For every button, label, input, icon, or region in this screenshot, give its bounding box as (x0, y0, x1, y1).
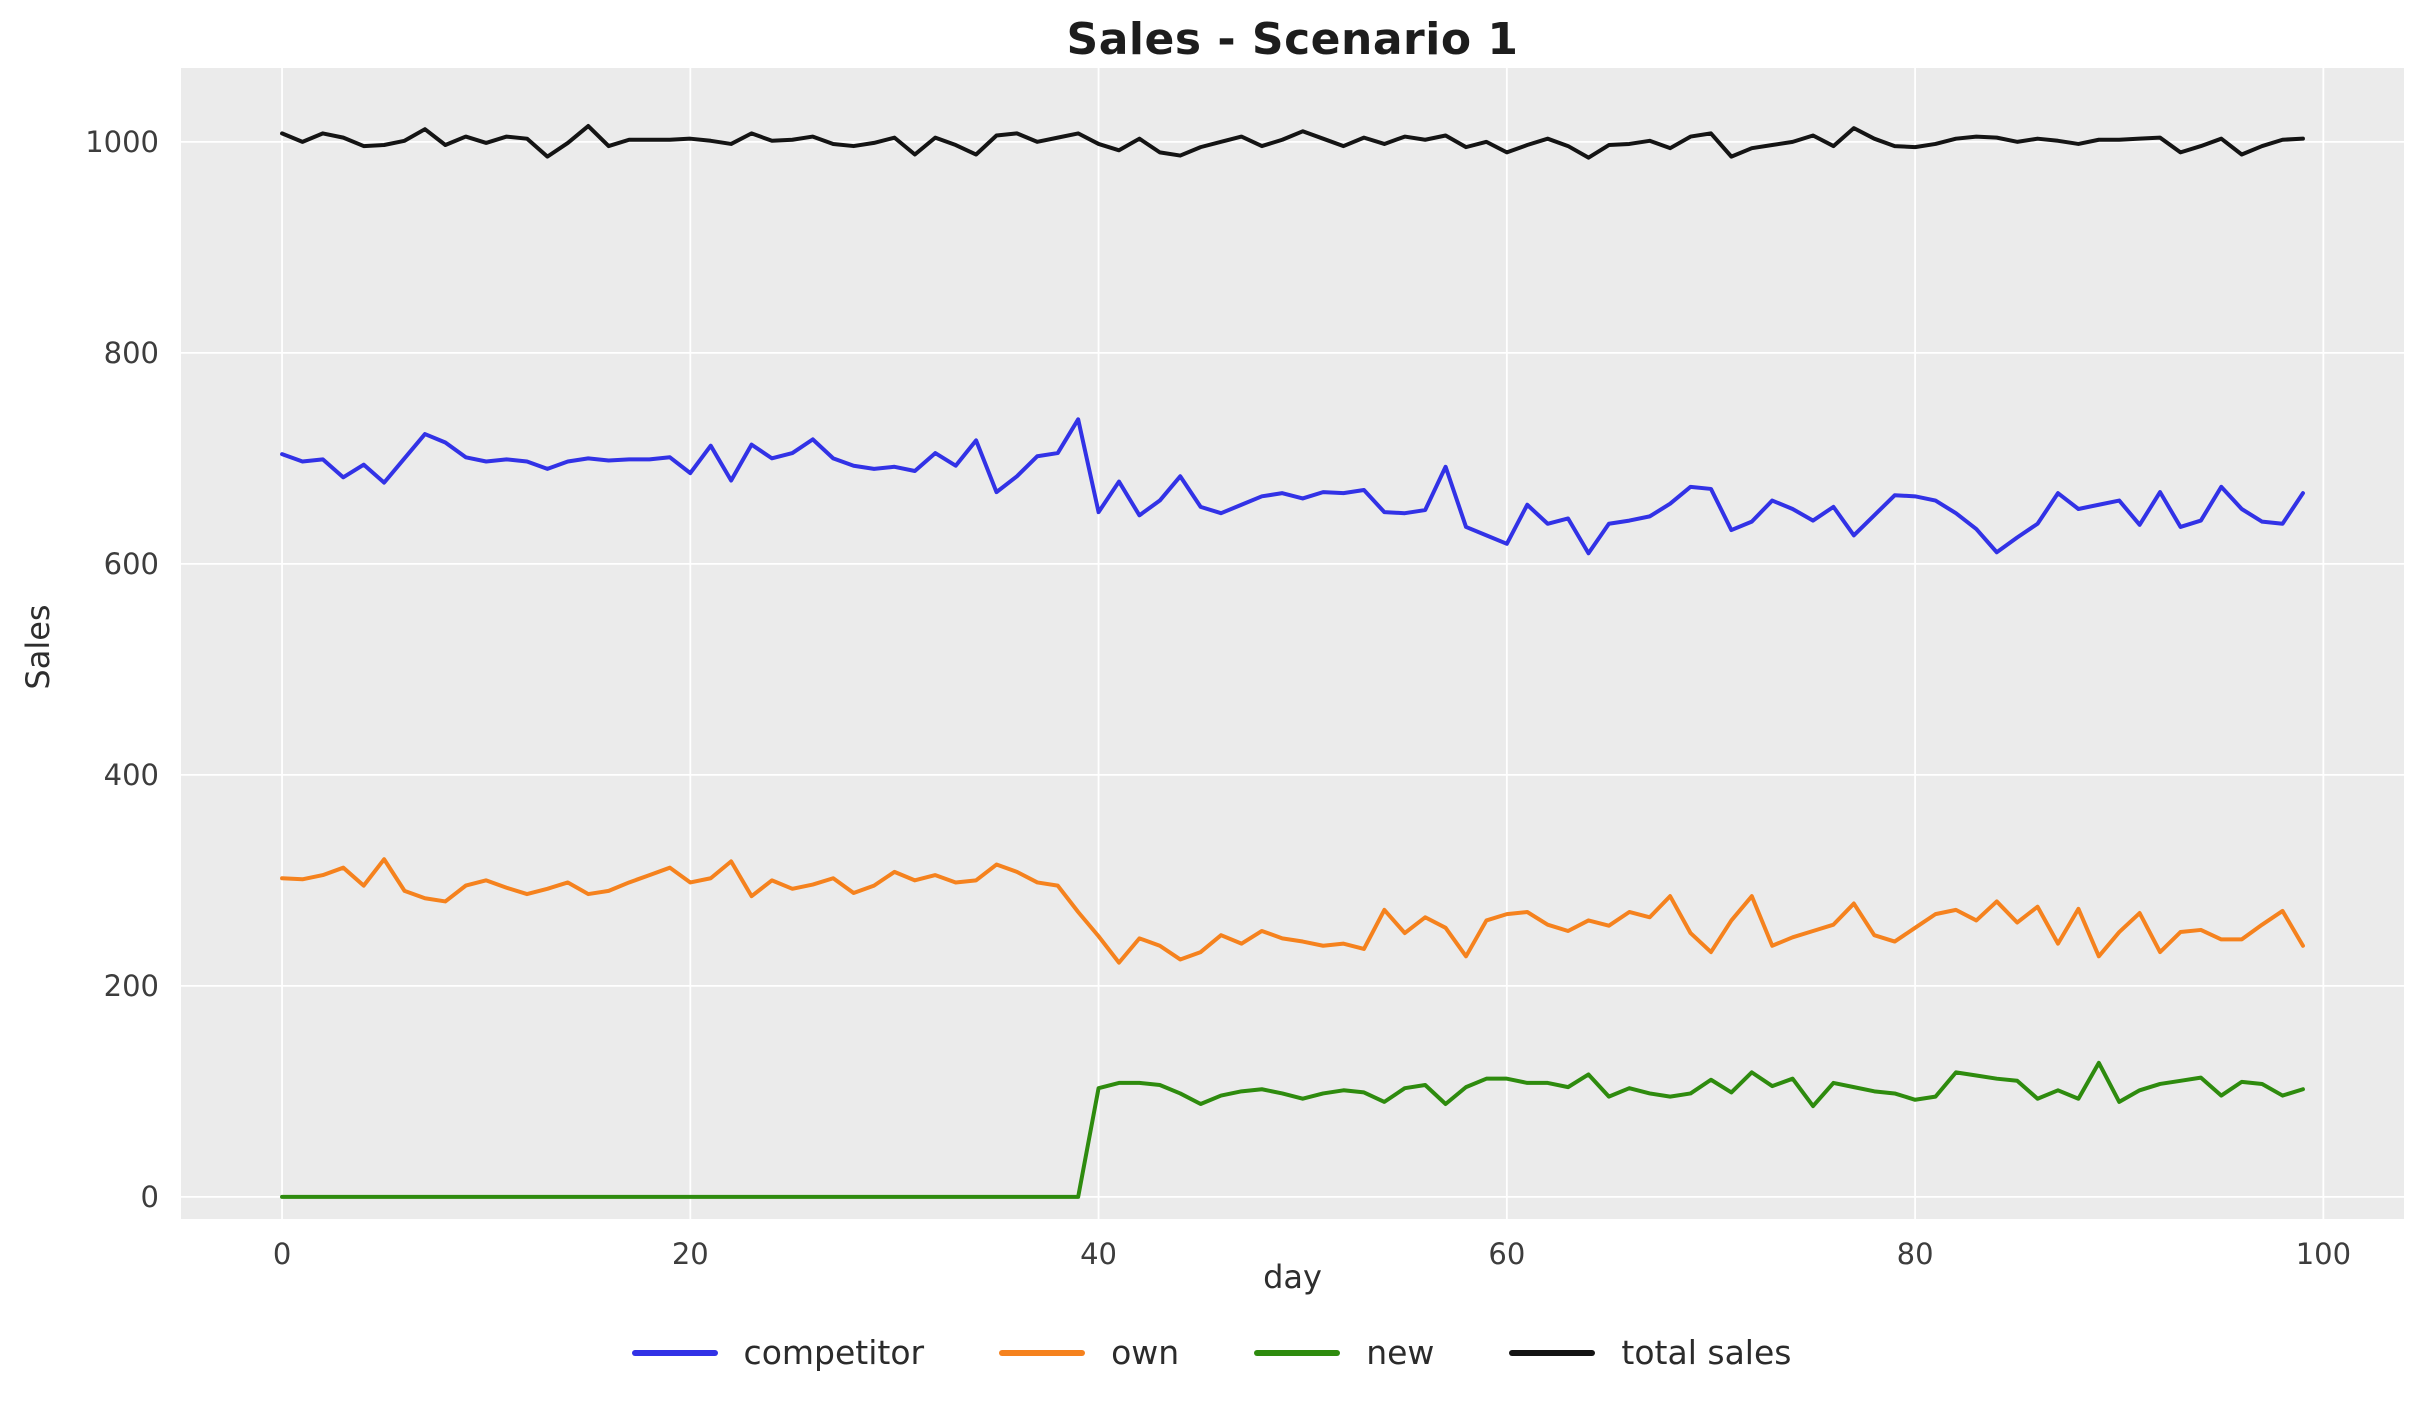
series-line-own (280, 857, 2305, 965)
x-tick-label: 40 (1080, 1237, 1117, 1271)
y-tick-label: 600 (104, 547, 159, 581)
x-tick-label: 80 (1897, 1237, 1934, 1271)
x-axis-label: day (1263, 1258, 1322, 1296)
y-tick-label: 0 (141, 1180, 159, 1214)
legend-line-competitor-icon (631, 1349, 718, 1356)
y-axis-label: Sales (19, 604, 57, 690)
x-tick-label: 60 (1488, 1237, 1525, 1271)
chart-title: Sales - Scenario 1 (1066, 14, 1519, 65)
y-tick-label: 800 (104, 336, 159, 370)
legend-line-own-icon (999, 1349, 1086, 1356)
series-line-new (280, 1060, 2305, 1199)
legend-item-own: own (999, 1336, 1179, 1369)
y-tick-label: 400 (104, 758, 159, 792)
y-tick-label: 1000 (85, 125, 159, 159)
x-tick-label: 100 (2296, 1237, 2351, 1271)
plot-area (181, 68, 2404, 1219)
legend-label-own: own (1111, 1333, 1180, 1372)
legend-item-competitor: competitor (631, 1333, 925, 1372)
legend-line-new-icon (1254, 1349, 1341, 1356)
legend-label-competitor: competitor (743, 1333, 925, 1372)
legend-line-total-sales-icon (1509, 1349, 1596, 1356)
legend: competitor own new total sales (0, 1336, 2423, 1369)
legend-item-total-sales: total sales (1509, 1336, 1791, 1369)
x-tick-label: 0 (273, 1237, 291, 1271)
y-tick-label: 200 (104, 969, 159, 1003)
legend-label-total-sales: total sales (1621, 1333, 1792, 1372)
x-tick-label: 20 (672, 1237, 709, 1271)
series-line-competitor (280, 417, 2305, 556)
series-line-total-sales (280, 124, 2305, 160)
legend-label-new: new (1366, 1333, 1435, 1372)
legend-item-new: new (1254, 1336, 1434, 1369)
